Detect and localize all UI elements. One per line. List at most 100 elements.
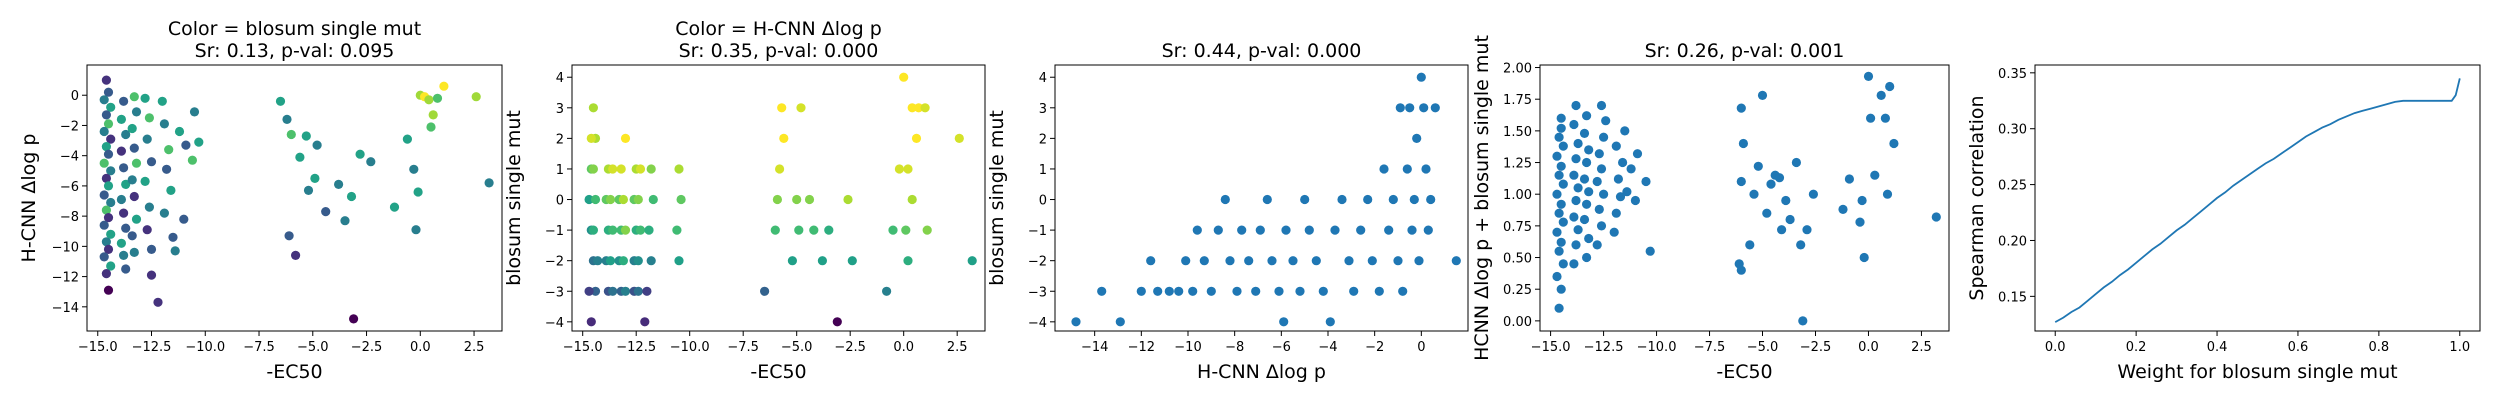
data-point	[1430, 103, 1440, 113]
chart-title-line: Sr: 0.26, p-val: 0.001	[1645, 40, 1845, 62]
data-point	[275, 96, 286, 106]
data-point	[409, 164, 419, 174]
x-tick-label: −4	[1318, 340, 1337, 355]
x-tick-label: −7.5	[1694, 340, 1726, 355]
data-point	[1596, 100, 1607, 111]
y-tick-label: −1	[1028, 224, 1047, 239]
data-point	[121, 223, 131, 233]
data-point	[1571, 240, 1581, 250]
data-point	[608, 286, 618, 296]
data-point	[426, 122, 436, 132]
data-point	[1288, 256, 1298, 266]
data-point	[103, 285, 114, 295]
data-point	[1573, 225, 1583, 235]
data-point	[101, 173, 111, 183]
data-point	[1337, 194, 1347, 205]
data-point	[1402, 164, 1412, 174]
data-point	[1584, 233, 1594, 244]
data-point	[349, 314, 359, 324]
scatter-points	[584, 72, 977, 327]
data-point	[1620, 126, 1630, 136]
data-point	[1781, 195, 1791, 206]
data-point	[1071, 317, 1081, 327]
data-point	[164, 145, 174, 155]
data-point	[119, 163, 129, 173]
data-point	[1379, 164, 1389, 174]
x-tick-label: −12.5	[1584, 340, 1624, 355]
data-point	[777, 103, 787, 113]
data-point	[159, 208, 169, 218]
data-point	[1579, 128, 1590, 138]
data-point	[894, 164, 905, 174]
data-point	[1279, 317, 1289, 327]
axes-frame	[86, 64, 503, 332]
data-point	[1554, 208, 1564, 218]
y-tick-label: 0.25	[1503, 283, 1532, 298]
data-point	[1421, 164, 1431, 174]
y-tick-label: 1	[1039, 163, 1047, 178]
scatter-points	[1071, 72, 1461, 327]
x-tick-label: −2.5	[1800, 340, 1832, 355]
data-point	[832, 317, 842, 327]
x-tick-label: 0.2	[2126, 340, 2147, 355]
panel-4: −15.0 −12.5 −10.0 −7.5 −5.0 −2.5 0.0 2.5 2.00 1.7…	[1471, 35, 1950, 383]
data-point	[633, 256, 643, 266]
data-point	[1738, 138, 1748, 149]
y-tick-label: 2	[1039, 132, 1047, 147]
x-tick-label: 2.5	[1911, 340, 1932, 355]
y-tick-label: −2	[545, 255, 564, 270]
data-point	[131, 158, 142, 168]
data-point	[1426, 194, 1436, 205]
data-point	[1558, 217, 1568, 227]
x-tick-label: 0.4	[2207, 340, 2228, 355]
data-point	[1584, 145, 1594, 155]
axes-frame	[1539, 64, 1950, 332]
data-point	[1579, 214, 1590, 225]
y-axis-label: HCNN Δlog p + blosum single mut	[1471, 35, 1493, 361]
data-point	[1601, 116, 1611, 126]
data-point	[1630, 195, 1640, 206]
data-point	[121, 264, 131, 274]
data-point	[106, 102, 116, 112]
x-tick-label: −7.5	[727, 340, 759, 355]
axes-frame	[2034, 64, 2481, 332]
x-tick-label: −6	[1272, 340, 1291, 355]
data-point	[1569, 170, 1579, 180]
data-point	[588, 103, 599, 113]
y-tick-label: 4	[1039, 71, 1047, 86]
data-point	[162, 164, 172, 174]
data-point	[129, 191, 139, 202]
data-point	[1584, 187, 1594, 197]
data-point	[103, 213, 114, 223]
y-tick-label: −12	[52, 271, 79, 286]
data-point	[127, 231, 137, 241]
data-point	[170, 246, 180, 256]
y-tick-label: −4	[1028, 316, 1047, 331]
x-tick-label: −15.0	[78, 340, 118, 355]
data-point	[179, 214, 189, 224]
data-point	[1641, 176, 1651, 187]
x-tick-label: 0	[1417, 340, 1425, 355]
data-point	[1626, 164, 1636, 174]
data-point	[674, 256, 684, 266]
data-point	[817, 256, 828, 266]
data-point	[402, 134, 412, 144]
chart-title-line: Sr: 0.35, p-val: 0.000	[679, 40, 879, 62]
x-tick-label: −10.0	[185, 340, 225, 355]
data-point	[157, 96, 167, 106]
data-point	[620, 286, 631, 296]
data-point	[646, 256, 656, 266]
x-tick-label: 0.6	[2288, 340, 2309, 355]
data-point	[1393, 256, 1403, 266]
data-point	[588, 164, 599, 174]
data-point	[605, 194, 616, 205]
data-point	[1552, 271, 1562, 282]
y-tick-label: −2	[60, 119, 79, 134]
data-point	[1808, 189, 1818, 199]
data-point	[1622, 187, 1632, 197]
data-point	[1592, 176, 1602, 187]
data-point	[295, 152, 305, 162]
data-point	[1556, 284, 1566, 294]
data-point	[772, 194, 783, 205]
x-tick-label: −5.0	[297, 340, 329, 355]
